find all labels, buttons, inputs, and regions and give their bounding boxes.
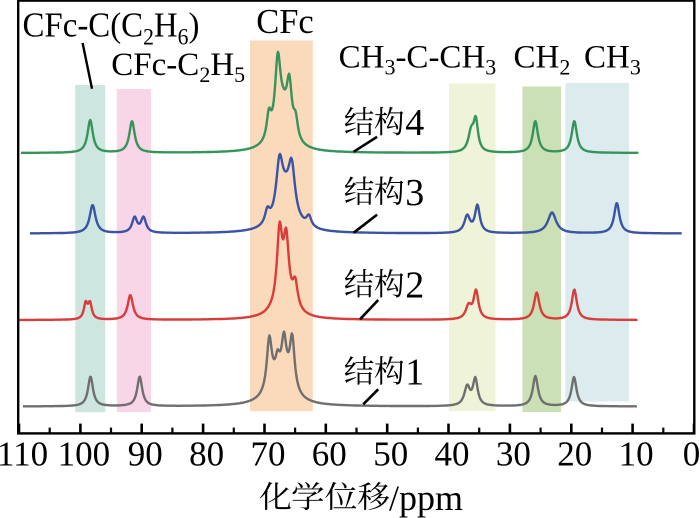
svg-text:10: 10	[619, 435, 654, 474]
svg-text:90: 90	[128, 435, 163, 474]
svg-text:20: 20	[557, 435, 592, 474]
svg-text:CH2: CH2	[514, 39, 571, 79]
svg-text:CFc: CFc	[256, 3, 314, 41]
svg-text:110: 110	[0, 435, 48, 474]
svg-text:0: 0	[683, 435, 700, 474]
svg-text:1: 1	[405, 352, 424, 394]
svg-text:100: 100	[58, 435, 111, 474]
svg-text:CFc-C2H5: CFc-C2H5	[111, 47, 245, 87]
svg-text:4: 4	[405, 102, 424, 144]
svg-text:CH3-C-CH3: CH3-C-CH3	[339, 39, 497, 79]
svg-text:CH3: CH3	[584, 39, 641, 79]
svg-text:70: 70	[251, 435, 286, 474]
svg-text:2: 2	[405, 264, 424, 306]
svg-text:50: 50	[373, 435, 408, 474]
svg-text:CFc-C(C2H6): CFc-C(C2H6)	[23, 7, 200, 50]
svg-text:60: 60	[312, 435, 347, 474]
svg-text:3: 3	[405, 172, 424, 214]
svg-text:80: 80	[189, 435, 224, 474]
svg-text:/ppm: /ppm	[389, 478, 463, 518]
svg-text:40: 40	[435, 435, 470, 474]
svg-text:30: 30	[496, 435, 531, 474]
